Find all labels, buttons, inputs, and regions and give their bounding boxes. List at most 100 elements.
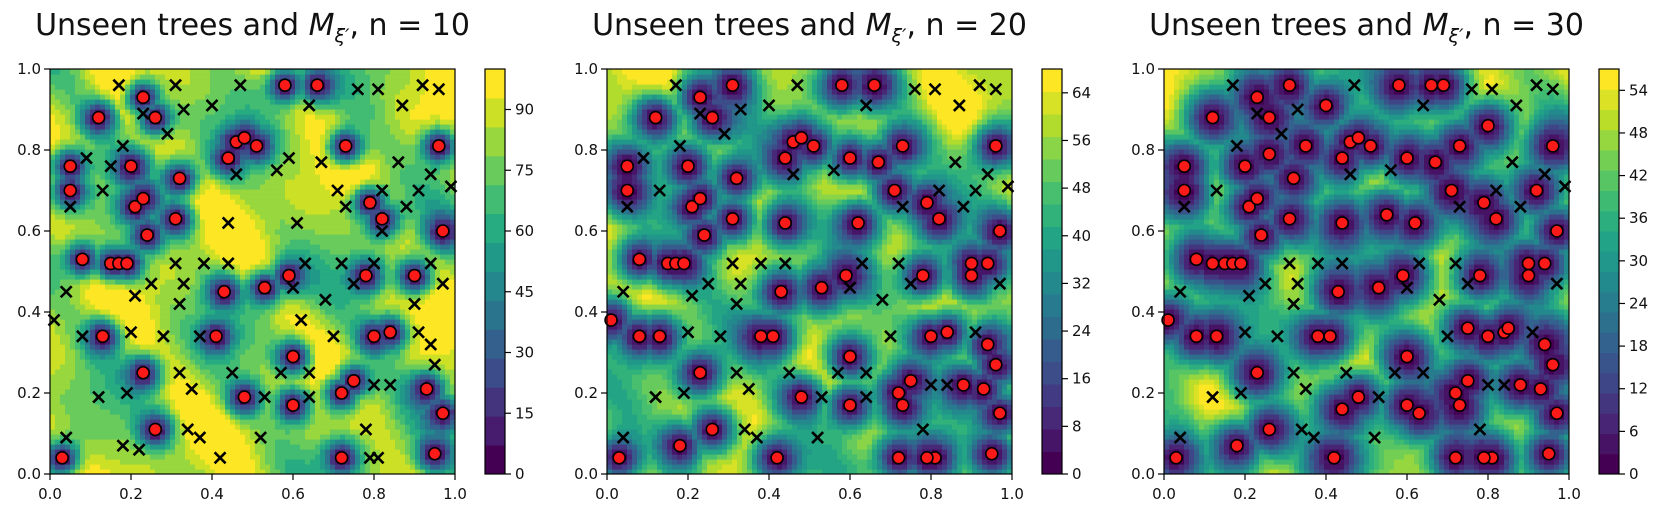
density-cell — [220, 404, 226, 410]
density-cell — [295, 169, 301, 175]
density-cell — [50, 239, 56, 245]
density-cell — [95, 139, 101, 145]
density-cell — [230, 334, 236, 340]
density-cell — [185, 309, 191, 315]
density-cell — [255, 224, 261, 230]
density-cell — [225, 444, 231, 450]
density-cell — [180, 89, 186, 95]
density-cell — [280, 219, 286, 225]
density-cell — [320, 164, 326, 170]
density-cell — [315, 394, 321, 400]
density-cell — [175, 434, 181, 440]
density-cell — [165, 144, 171, 150]
density-cell — [340, 439, 346, 445]
density-cell — [310, 454, 316, 460]
density-cell — [315, 139, 321, 145]
density-cell — [265, 189, 271, 195]
density-cell — [150, 84, 156, 90]
density-cell — [205, 359, 211, 365]
density-cell — [265, 344, 271, 350]
density-cell — [240, 179, 246, 185]
density-cell — [205, 414, 211, 420]
density-cell — [215, 394, 221, 400]
density-cell — [165, 309, 171, 315]
density-cell — [335, 239, 341, 245]
density-cell — [95, 459, 101, 465]
density-cell — [310, 349, 316, 355]
density-cell — [175, 424, 181, 430]
density-cell — [110, 139, 116, 145]
density-cell — [260, 294, 266, 300]
density-cell — [315, 199, 321, 205]
density-cell — [310, 119, 316, 125]
density-cell — [230, 319, 236, 325]
density-cell — [205, 104, 211, 110]
density-cell — [215, 94, 221, 100]
density-cell — [230, 414, 236, 420]
density-cell — [125, 214, 131, 220]
density-cell — [50, 149, 56, 155]
density-cell — [140, 119, 146, 125]
density-cell — [305, 114, 311, 120]
density-cell — [165, 94, 171, 100]
density-cell — [50, 304, 56, 310]
density-cell — [220, 409, 226, 415]
density-cell — [185, 164, 191, 170]
density-cell — [60, 414, 66, 420]
density-cell — [180, 84, 186, 90]
density-cell — [295, 249, 301, 255]
density-cell — [120, 224, 126, 230]
density-cell — [320, 144, 326, 150]
density-cell — [245, 234, 251, 240]
density-cell — [300, 324, 306, 330]
density-cell — [150, 274, 156, 280]
density-cell — [180, 469, 186, 474]
density-cell — [250, 229, 256, 235]
density-cell — [215, 389, 221, 395]
density-cell — [90, 299, 96, 305]
density-cell — [240, 254, 246, 260]
density-cell — [240, 124, 246, 130]
density-cell — [105, 309, 111, 315]
density-cell — [55, 219, 61, 225]
density-cell — [90, 69, 96, 75]
density-cell — [75, 194, 81, 200]
density-cell — [195, 409, 201, 415]
density-cell — [325, 319, 331, 325]
density-cell — [215, 444, 221, 450]
density-cell — [250, 204, 256, 210]
density-cell — [85, 349, 91, 355]
density-cell — [275, 379, 281, 385]
density-cell — [60, 69, 66, 75]
density-cell — [140, 144, 146, 150]
density-cell — [140, 114, 146, 120]
density-cell — [50, 359, 56, 365]
density-cell — [285, 209, 291, 215]
density-cell — [305, 469, 311, 474]
density-cell — [95, 89, 101, 95]
density-cell — [245, 439, 251, 445]
density-cell — [295, 104, 301, 110]
density-cell — [350, 409, 356, 415]
density-cell — [315, 244, 321, 250]
density-cell — [240, 229, 246, 235]
density-cell — [305, 134, 311, 140]
density-cell — [70, 449, 76, 455]
density-cell — [355, 209, 361, 215]
density-cell — [275, 149, 281, 155]
density-cell — [180, 264, 186, 270]
density-cell — [250, 354, 256, 360]
density-cell — [140, 309, 146, 315]
density-cell — [275, 164, 281, 170]
density-cell — [155, 394, 161, 400]
density-cell — [85, 399, 91, 405]
density-cell — [190, 439, 196, 445]
density-cell — [285, 394, 291, 400]
density-cell — [265, 69, 271, 75]
density-cell — [70, 124, 76, 130]
density-cell — [270, 404, 276, 410]
density-cell — [320, 404, 326, 410]
density-cell — [55, 109, 61, 115]
density-cell — [105, 454, 111, 460]
density-cell — [280, 354, 286, 360]
